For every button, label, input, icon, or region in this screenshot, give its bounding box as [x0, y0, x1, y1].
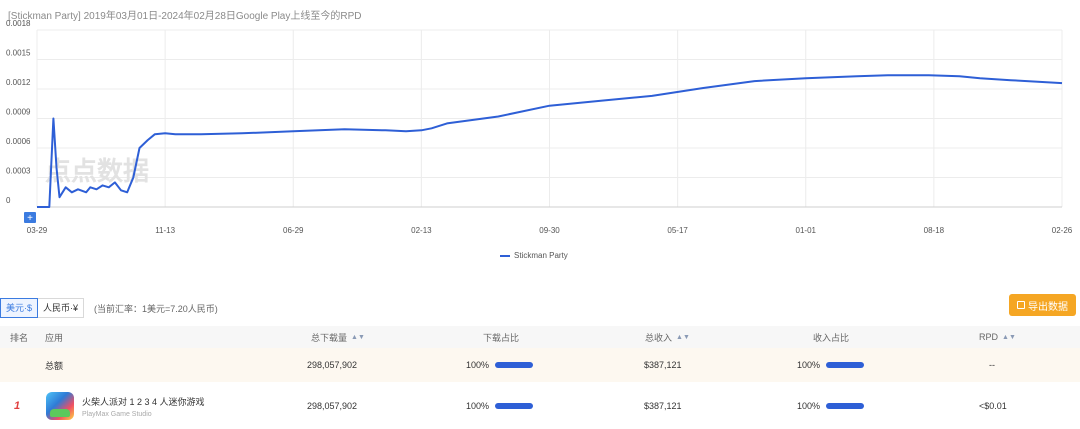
- y-tick-label: 0: [6, 196, 11, 205]
- currency-toggle: 美元·$ 人民币·¥ (当前汇率：1美元=7.20人民币): [0, 298, 218, 318]
- sort-icon[interactable]: ▲▼: [1002, 333, 1016, 341]
- y-axis-ticks: 0 0.0003 0.0006 0.0009 0.0012 0.0015 0.0018: [6, 19, 31, 205]
- header-app: 应用: [45, 332, 64, 343]
- x-axis-ticks: 03-29 11-13 06-29 02-13 09-30 05-17 01-01 08-18…: [27, 226, 1073, 235]
- y-tick-label: 0.0009: [6, 108, 31, 117]
- chart-grid: [36, 29, 1063, 208]
- row-revenue-share: 100%: [797, 382, 865, 429]
- row-download-share-value: 100%: [466, 401, 490, 411]
- export-data-button[interactable]: 导出数据: [1009, 294, 1076, 316]
- row-rpd: <$0.01: [979, 401, 1007, 411]
- watermark-logo: 点点数据: [45, 156, 149, 186]
- chart-title: [Stickman Party] 2019年03月01日-2024年02月28日…: [8, 11, 362, 22]
- x-tick-label: 02-26: [1052, 226, 1073, 235]
- exchange-rate-text: (当前汇率：1美元=7.20人民币): [94, 303, 218, 314]
- rank-number: 1: [14, 400, 21, 412]
- total-rpd: --: [989, 360, 995, 370]
- x-tick-label: 01-01: [796, 226, 817, 235]
- y-tick-label: 0.0018: [6, 19, 31, 28]
- x-tick-label: 03-29: [27, 226, 48, 235]
- header-rpd[interactable]: RPD ▲▼: [979, 326, 1016, 348]
- zoom-button[interactable]: +: [24, 212, 36, 224]
- header-download-share: 下载占比: [483, 332, 520, 343]
- total-revenue-share-value: 100%: [797, 360, 821, 370]
- x-tick-label: 05-17: [667, 226, 688, 235]
- rpd-line-chart: 0 0.0003 0.0006 0.0009 0.0012 0.0015 0.0018 03…: [6, 19, 1073, 235]
- row-downloads: 298,057,902: [307, 401, 358, 411]
- total-row: 总额 298,057,902 100% $387,121 100% --: [0, 348, 1080, 382]
- zoom-plus-icon: +: [27, 213, 33, 224]
- row-revenue: $387,121: [644, 401, 682, 411]
- export-icon: [1017, 301, 1025, 309]
- chart-series: [37, 74, 1063, 208]
- app-cell[interactable]: 火柴人派对 1 2 3 4 人迷你游戏 PlayMax Game Studio: [46, 382, 205, 429]
- total-label: 总额: [45, 360, 64, 371]
- x-tick-label: 06-29: [283, 226, 304, 235]
- share-bar: [495, 403, 534, 409]
- header-rank: 排名: [10, 332, 29, 343]
- header-rpd-label: RPD: [979, 332, 999, 342]
- y-tick-label: 0.0003: [6, 167, 31, 176]
- x-tick-label: 02-13: [411, 226, 432, 235]
- series-line-stickman-party: [37, 74, 1063, 208]
- total-download-share: 100%: [466, 348, 534, 382]
- app-icon[interactable]: [46, 392, 74, 420]
- header-revenue-share: 收入占比: [813, 332, 850, 343]
- y-tick-label: 0.0012: [6, 78, 31, 87]
- header-revenue[interactable]: 总收入 ▲▼: [645, 326, 690, 348]
- share-bar: [826, 403, 865, 409]
- x-tick-label: 11-13: [155, 226, 175, 235]
- developer-name: PlayMax Game Studio: [82, 410, 152, 418]
- header-downloads[interactable]: 总下载量 ▲▼: [311, 326, 365, 348]
- row-revenue-share-value: 100%: [797, 401, 821, 411]
- total-downloads: 298,057,902: [307, 360, 358, 370]
- chart-legend[interactable]: Stickman Party: [500, 251, 568, 260]
- header-downloads-label: 总下载量: [311, 332, 348, 343]
- sort-icon[interactable]: ▲▼: [676, 333, 690, 341]
- total-download-share-value: 100%: [466, 360, 490, 370]
- share-bar: [826, 362, 865, 368]
- ranking-table: 排名 应用 总下载量 ▲▼ 下载占比 总收入 ▲▼ 收入占比 RPD ▲▼ 总额 29…: [0, 326, 1080, 429]
- row-download-share: 100%: [466, 382, 534, 429]
- sort-icon[interactable]: ▲▼: [351, 333, 365, 341]
- legend-swatch: [500, 254, 510, 257]
- currency-cny-button[interactable]: 人民币·¥: [38, 298, 85, 318]
- export-label: 导出数据: [1028, 301, 1068, 313]
- total-revenue-share: 100%: [797, 348, 865, 382]
- currency-usd-button[interactable]: 美元·$: [0, 298, 39, 318]
- share-bar: [495, 362, 534, 368]
- header-revenue-label: 总收入: [645, 332, 673, 343]
- app-name-link[interactable]: 火柴人派对 1 2 3 4 人迷你游戏: [82, 396, 205, 407]
- x-tick-label: 09-30: [539, 226, 560, 235]
- legend-label: Stickman Party: [514, 251, 568, 260]
- y-tick-label: 0.0006: [6, 137, 31, 146]
- x-tick-label: 08-18: [924, 226, 945, 235]
- y-tick-label: 0.0015: [6, 49, 31, 58]
- table-row[interactable]: 1 火柴人派对 1 2 3 4 人迷你游戏 PlayMax Game Studi…: [0, 382, 1080, 429]
- total-revenue: $387,121: [644, 360, 682, 370]
- table-header-row: 排名 应用 总下载量 ▲▼ 下载占比 总收入 ▲▼ 收入占比 RPD ▲▼: [0, 326, 1080, 348]
